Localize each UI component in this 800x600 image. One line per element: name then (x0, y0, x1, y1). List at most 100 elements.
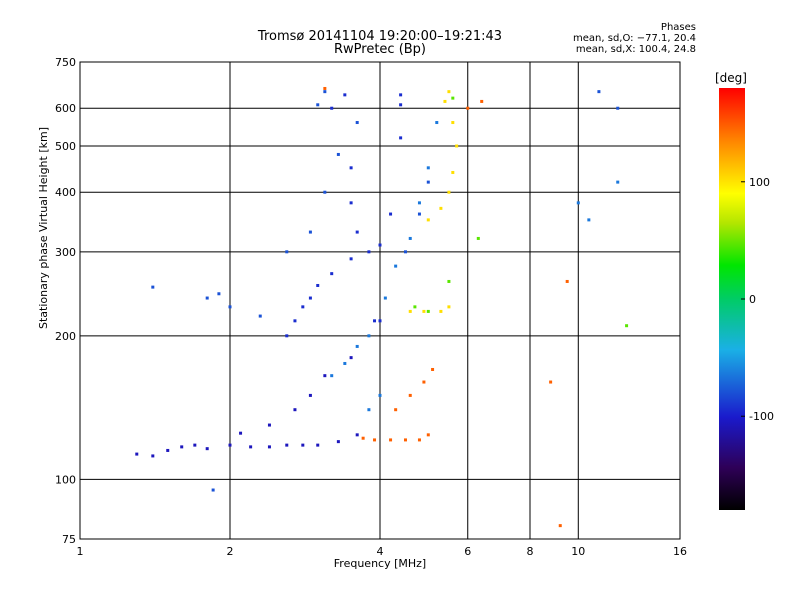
echo-point (394, 408, 398, 412)
echo-point (258, 314, 262, 318)
echo-point (389, 438, 393, 442)
echo-point (422, 380, 426, 384)
y-tick-label: 750 (55, 56, 76, 69)
y-tick-label: 400 (55, 186, 76, 199)
echo-point (373, 319, 377, 323)
echo-point (151, 285, 155, 289)
chart-title: Tromsø 20141104 19:20:00–19:21:43 (257, 29, 503, 44)
echo-point (308, 230, 312, 234)
echo-point (587, 218, 591, 222)
echo-point (625, 324, 629, 328)
colorbar-tick-label: 100 (749, 176, 770, 189)
echo-point (426, 218, 430, 222)
y-tick-label: 75 (62, 533, 76, 546)
echo-point (408, 309, 412, 313)
echo-point (383, 296, 387, 300)
echo-point (355, 121, 359, 125)
echo-point (293, 408, 297, 412)
echo-point (217, 292, 221, 296)
echo-point (451, 121, 455, 125)
echo-point (285, 443, 289, 447)
echo-point (323, 86, 327, 90)
echo-point (228, 305, 232, 309)
echo-point (316, 283, 320, 287)
echo-point (447, 305, 451, 309)
echo-point (408, 236, 412, 240)
echo-point (285, 250, 289, 254)
x-tick-label: 4 (377, 545, 384, 558)
echo-point (408, 393, 412, 397)
echo-point (399, 93, 403, 97)
echo-point (355, 230, 359, 234)
echo-point (417, 212, 421, 216)
echo-point (373, 438, 377, 442)
y-axis-ticks: 75 100 200 300 400 500 600 750 (55, 56, 76, 546)
echo-point (443, 99, 447, 103)
y-tick-label: 600 (55, 102, 76, 115)
echo-point (323, 90, 327, 94)
echo-point (378, 393, 382, 397)
echo-point (135, 452, 139, 456)
echo-point (228, 443, 232, 447)
echo-point (447, 190, 451, 194)
echo-point (576, 201, 580, 205)
echo-point (558, 524, 562, 528)
colorbar-ticks: 100 0 -100 (741, 176, 774, 423)
echo-point (349, 356, 353, 360)
echo-point (439, 206, 443, 210)
echo-point (308, 393, 312, 397)
echo-point (597, 90, 601, 94)
echo-point (447, 279, 451, 283)
echo-point (435, 121, 439, 125)
colorbar-tick-label: -100 (749, 410, 774, 423)
echo-point (403, 250, 407, 254)
echo-point (378, 319, 382, 323)
echo-point (293, 319, 297, 323)
echo-point (239, 431, 243, 435)
echo-point (301, 305, 305, 309)
phases-x-stats: mean, sd,X: 100.4, 24.8 (575, 44, 696, 55)
echo-point (211, 488, 215, 492)
echo-point (399, 136, 403, 140)
echo-point (343, 361, 347, 365)
echo-point (378, 243, 382, 247)
echo-point (349, 257, 353, 261)
echo-point (403, 438, 407, 442)
x-tick-label: 10 (571, 545, 585, 558)
echo-point (451, 96, 455, 100)
echo-point (426, 309, 430, 313)
x-tick-label: 6 (464, 545, 471, 558)
y-tick-label: 500 (55, 140, 76, 153)
echo-point (431, 367, 435, 371)
echo-point (413, 305, 417, 309)
colorbar-tick-label: 0 (749, 293, 756, 306)
echo-point (180, 445, 184, 449)
echo-point (330, 106, 334, 110)
echo-point (399, 103, 403, 107)
phases-o-stats: mean, sd,O: −77.1, 20.4 (573, 33, 696, 44)
y-tick-label: 300 (55, 246, 76, 259)
x-tick-label: 16 (673, 545, 687, 558)
echo-point (565, 279, 569, 283)
echo-point (422, 309, 426, 313)
echo-point (349, 166, 353, 170)
echo-point (417, 201, 421, 205)
echo-point (336, 440, 340, 444)
chart-subtitle: RwPretec (Bp) (333, 42, 427, 57)
echo-point (151, 454, 155, 458)
x-tick-label: 8 (527, 545, 534, 558)
echo-point (455, 144, 459, 148)
y-tick-label: 100 (55, 473, 76, 486)
echo-point (316, 103, 320, 107)
x-axis-label: Frequency [MHz] (333, 557, 427, 570)
data-points (135, 86, 629, 528)
echo-point (330, 272, 334, 276)
echo-point (349, 201, 353, 205)
echo-point (426, 166, 430, 170)
echo-point (355, 433, 359, 437)
echo-point (426, 180, 430, 184)
echo-point (417, 438, 421, 442)
echo-point (285, 334, 289, 338)
echo-point (367, 250, 371, 254)
